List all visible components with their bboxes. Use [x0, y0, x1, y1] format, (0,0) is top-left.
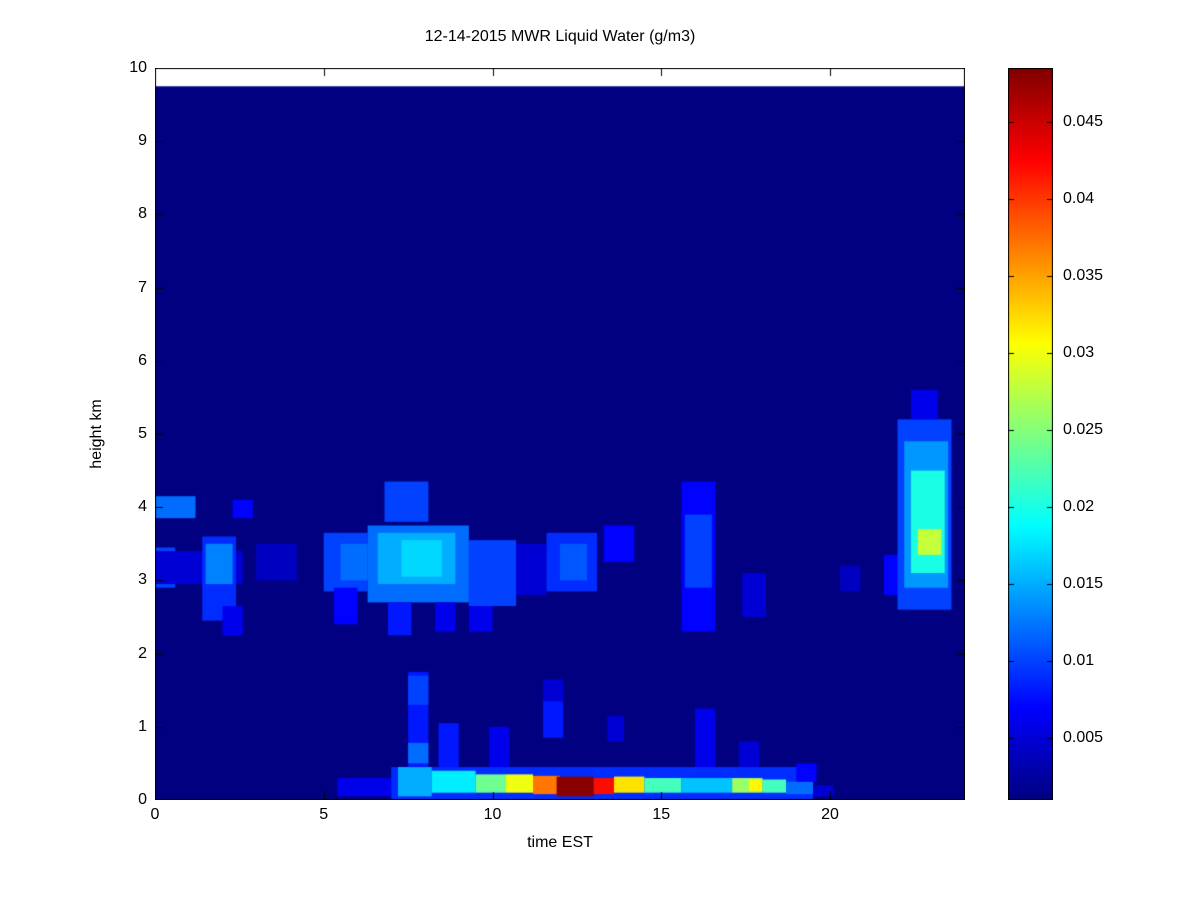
colorbar-canvas [1008, 68, 1053, 800]
y-tick-label: 10 [129, 59, 147, 76]
colorbar-tick-label: 0.04 [1063, 189, 1095, 207]
y-tick-label: 2 [138, 644, 147, 662]
y-tick-label: 3 [138, 571, 147, 589]
colorbar-tick-label: 0.03 [1063, 344, 1095, 362]
colorbar-tick-label: 0.01 [1063, 652, 1095, 670]
colorbar-tick-label: 0.025 [1063, 421, 1104, 439]
colorbar-tick-label: 0.02 [1063, 498, 1095, 516]
y-tick-label: 9 [138, 132, 147, 150]
y-axis-label: height km [88, 399, 105, 469]
y-tick-label: 0 [138, 791, 147, 808]
x-tick-label: 5 [319, 806, 329, 823]
x-tick-label: 15 [652, 806, 671, 823]
colorbar-tick-label: 0.015 [1063, 575, 1104, 593]
y-tick-label: 6 [138, 351, 147, 369]
y-tick-label: 5 [138, 425, 147, 442]
y-tick-label: 8 [138, 205, 147, 223]
x-tick-label: 0 [150, 806, 160, 823]
colorbar-tick-label: 0.005 [1063, 729, 1104, 747]
chart-title: 12-14-2015 MWR Liquid Water (g/m3) [424, 28, 696, 45]
y-tick-label: 4 [138, 498, 147, 516]
heatmap-canvas [155, 68, 965, 800]
x-axis-label: time EST [527, 834, 593, 851]
colorbar-tick-label: 0.035 [1063, 267, 1104, 285]
y-tick-label: 1 [138, 717, 147, 735]
y-tick-label: 7 [138, 278, 147, 296]
x-tick-label: 10 [483, 806, 502, 823]
x-tick-label: 20 [821, 806, 839, 823]
colorbar-tick-label: 0.045 [1063, 112, 1104, 130]
